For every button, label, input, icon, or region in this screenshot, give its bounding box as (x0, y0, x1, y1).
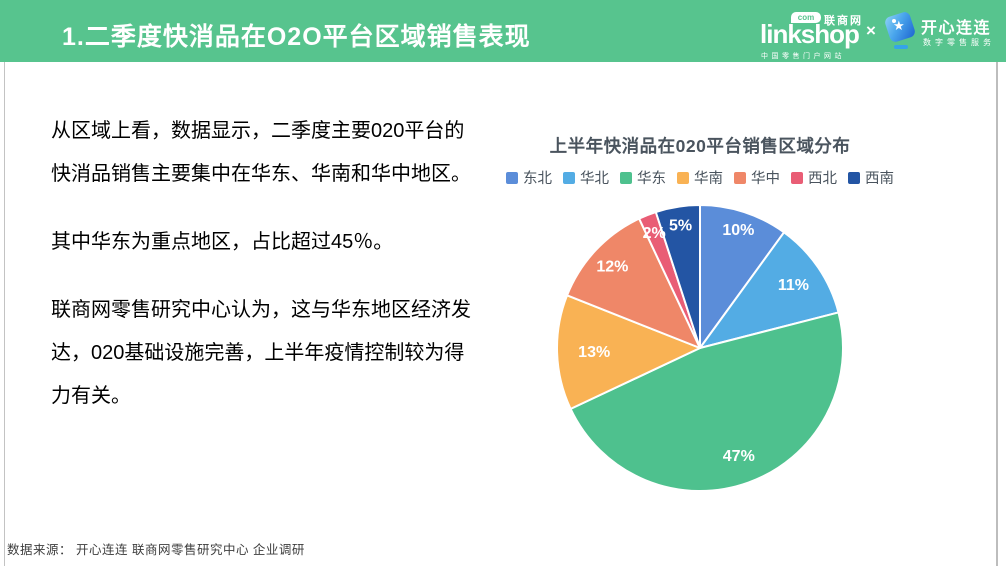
legend-item-华北: 华北 (563, 167, 609, 188)
pie-chart: 10% 11% 47% 13% 12% 2% 5% (556, 204, 844, 492)
legend-swatch (848, 171, 860, 184)
legend-swatch (563, 171, 575, 184)
legend-item-华中: 华中 (734, 167, 780, 188)
tag-base-bar (894, 45, 908, 49)
kaixin-tagline: 数字零售服务 (923, 38, 995, 47)
logo-separator: × (866, 21, 876, 40)
legend-label: 西北 (808, 171, 837, 187)
legend-swatch (620, 171, 632, 184)
pie-slice-东北 (699, 204, 786, 349)
legend-item-西南: 西南 (848, 167, 894, 188)
legend-item-华东: 华东 (620, 167, 666, 188)
header-bar: 1.二季度快消品在O2O平台区域销售表现 com 联商网 linkshop 中国… (0, 0, 1006, 62)
tag-hole (892, 19, 896, 23)
pie-label-华南: 13% (578, 344, 610, 361)
pie-label-华北: 11% (778, 277, 809, 294)
legend-label: 华南 (694, 171, 723, 187)
body-paragraph-2: 其中华东为重点地区，占比超过45％。 (51, 231, 394, 253)
star-icon: ★ (893, 18, 905, 33)
legend-item-西北: 西北 (791, 167, 837, 188)
legend-item-华南: 华南 (677, 167, 723, 188)
slide-right-edge (996, 62, 998, 566)
chart-title: 上半年快消品在020平台销售区域分布 (549, 136, 851, 156)
body-paragraph-1: 从区域上看，数据显示，二季度主要020平台的快消品销售主要集中在华东、华南和华中… (51, 120, 471, 185)
tag-star-icon: ★ (883, 10, 919, 52)
pie-slice-华北 (699, 231, 840, 349)
data-source-note: 数据来源： 开心连连 联商网零售研究中心 企业调研 (7, 543, 305, 557)
body-text-block: 从区域上看，数据显示，二季度主要020平台的快消品销售主要集中在华东、华南和华中… (51, 110, 476, 443)
legend-label: 西南 (865, 171, 894, 187)
legend-label: 华北 (580, 171, 609, 187)
slide-left-edge (4, 62, 5, 566)
linkshop-cn-name: 联商网 (824, 15, 863, 27)
body-paragraph-3: 联商网零售研究中心认为，这与华东地区经济发达，020基础设施完善，上半年疫情控制… (51, 299, 471, 407)
legend-label: 华中 (751, 171, 780, 187)
pie-label-华中: 12% (596, 258, 628, 275)
legend-label: 东北 (523, 171, 552, 187)
pie-label-东北: 10% (722, 222, 754, 239)
legend-swatch (677, 171, 689, 184)
legend-swatch (791, 171, 803, 184)
legend-swatch (506, 171, 518, 184)
linkshop-tagline: 中国零售门户网站 (761, 53, 845, 60)
linkshop-com-badge: com (791, 12, 821, 23)
pie-slice-西南 (654, 204, 701, 349)
legend-swatch (734, 171, 746, 184)
kaixin-wordmark: 开心连连 (921, 20, 992, 37)
legend-label: 华东 (637, 171, 666, 187)
linkshop-logo: com 联商网 linkshop 中国零售门户网站 (760, 10, 880, 60)
kaixin-logo: ★ 开心连连 数字零售服务 (883, 10, 998, 55)
pie-label-西南: 5% (669, 218, 692, 235)
pie-slice-华南 (556, 294, 701, 410)
pie-label-西北: 2% (643, 225, 666, 242)
pie-slice-华中 (566, 217, 701, 349)
chart-legend: 东北 华北 华东 华南 华中 西北 西南 (445, 167, 955, 188)
pie-label-华东: 47% (723, 448, 755, 465)
linkshop-wordmark: linkshop (760, 19, 860, 49)
legend-item-东北: 东北 (506, 167, 552, 188)
pie-slice-华东 (569, 311, 844, 492)
slide-title: 1.二季度快消品在O2O平台区域销售表现 (62, 23, 531, 51)
